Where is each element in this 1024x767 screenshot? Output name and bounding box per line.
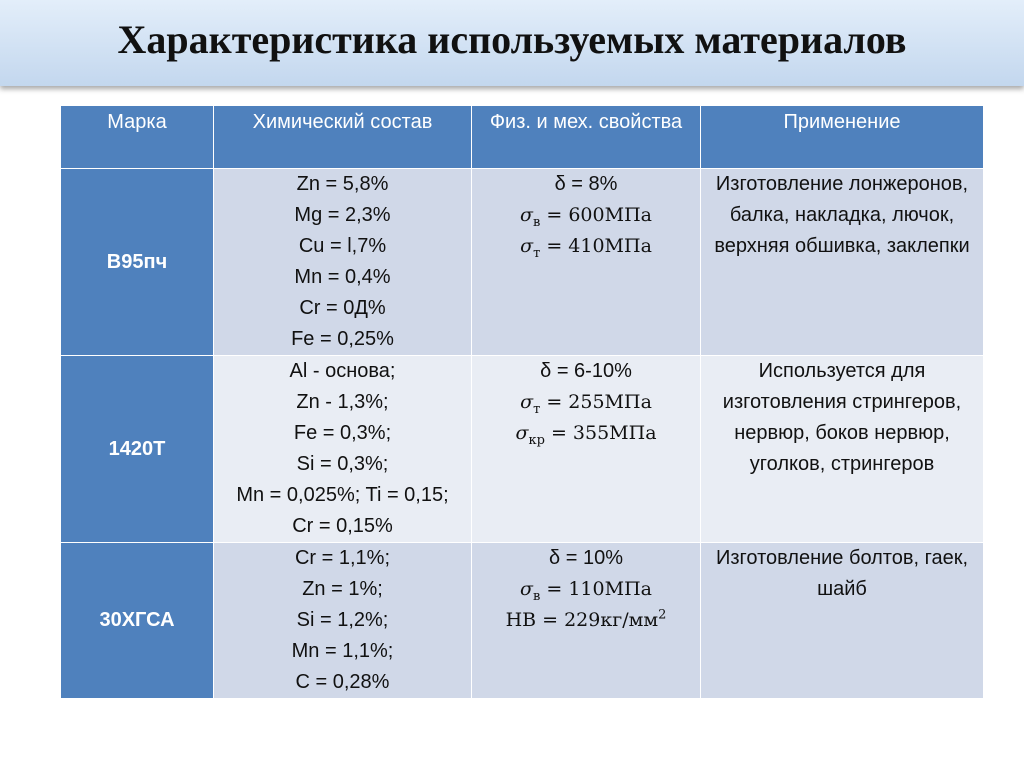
application-cell: Изготовление лонжеронов, балка, накладка… [700,168,984,356]
table-row: 1420Т Al - основа; Zn - 1,3%; Fe = 0,3%; Si … [60,355,984,543]
composition-line: Cu = l,7% [298,235,387,257]
composition-line: Cr = 1,1%; [294,547,391,569]
formula-part: т [533,245,541,261]
composition-line: Mn = 1,1%; [291,640,394,662]
composition-line: Cr = 0Д% [299,297,386,319]
composition-line: Si = 0,3%; [296,453,389,475]
column-header: Марка [60,105,214,169]
application-cell: Изготовление болтов, гаек, шайб [700,542,984,699]
composition-line: Cr = 0,15% [292,515,393,537]
formula-part: = 410МПа [540,235,652,257]
formula-part: HB = 229кг/мм [505,609,659,631]
title-banner [0,0,1024,86]
column-header: Применение [700,105,984,169]
properties-cell: δ = 6-10% σт = 255МПа σкр = 355МПа [471,355,701,543]
property-formula: HB = 229кг/мм2 [476,605,696,636]
table-body: В95пч Zn = 5,8% Mg = 2,3% Cu = l,7% Mn = 0,4… [60,168,984,699]
formula-part: в [533,588,541,604]
formula-part: в [533,214,541,230]
composition-cell: Al - основа; Zn - 1,3%; Fe = 0,3%; Si = 0,3… [213,355,472,543]
composition-line: Zn - 1,3%; [296,391,389,413]
formula-part: σ [520,391,534,413]
formula-part: = 255МПа [540,391,652,413]
composition-line: Zn = 1%; [302,578,383,600]
grade-cell: 1420Т [60,355,214,543]
composition-line: Mg = 2,3% [294,204,391,226]
materials-table: Марка Химический состав Физ. и мех. свойст… [60,105,984,699]
composition-line: Fe = 0,3%; [293,422,392,444]
composition-cell: Cr = 1,1%; Zn = 1%; Si = 1,2%; Mn = 1,1%; C … [213,542,472,699]
formula-part: σ [520,204,534,226]
formula-part: кр [528,432,545,448]
property-line: δ = 8% [554,173,618,195]
properties-cell: δ = 10% σв = 110МПа HB = 229кг/мм2 [471,542,701,699]
formula-part: σ [520,578,534,600]
composition-line: Al - основа; [289,360,396,382]
property-formula: σкр = 355МПа [476,418,696,449]
formula-part: = 355МПа [544,422,657,444]
properties-cell: δ = 8% σв = 600МПа σт = 410МПа [471,168,701,356]
formula-part: = 110МПа [540,578,652,600]
property-line: δ = 6-10% [540,360,632,382]
slide-title: Характеристика используемых материалов [117,17,907,62]
formula-part: = 600МПа [540,204,652,226]
column-header: Физ. и мех. свойства [471,105,701,169]
composition-line: Fe = 0,25% [291,328,394,350]
property-line: δ = 10% [549,547,623,569]
application-cell: Используется для изготовления стрингеров… [700,355,984,543]
composition-line: Si = 1,2%; [296,609,389,631]
table-row: В95пч Zn = 5,8% Mg = 2,3% Cu = l,7% Mn = 0,4… [60,168,984,356]
property-formula: σт = 255МПа [476,387,696,418]
grade-cell: 30ХГСА [60,542,214,699]
formula-part: σ [520,235,534,257]
formula-part: т [533,401,541,417]
header-row: Марка Химический состав Физ. и мех. свойст… [60,105,984,169]
formula-part: σ [515,422,529,444]
composition-line: Mn = 0,4% [294,266,391,288]
property-formula: σв = 600МПа [476,200,696,231]
table-row: 30ХГСА Cr = 1,1%; Zn = 1%; Si = 1,2%; Mn = 1… [60,542,984,699]
composition-line: Mn = 0,025%; Ti = 0,15; [236,484,449,506]
formula-part: 2 [658,607,667,623]
composition-line: Zn = 5,8% [296,173,389,195]
grade-cell: В95пч [60,168,214,356]
property-formula: σт = 410МПа [476,231,696,262]
composition-cell: Zn = 5,8% Mg = 2,3% Cu = l,7% Mn = 0,4% Cr =… [213,168,472,356]
column-header: Химический состав [213,105,472,169]
property-formula: σв = 110МПа [476,574,696,605]
composition-line: C = 0,28% [295,671,390,693]
